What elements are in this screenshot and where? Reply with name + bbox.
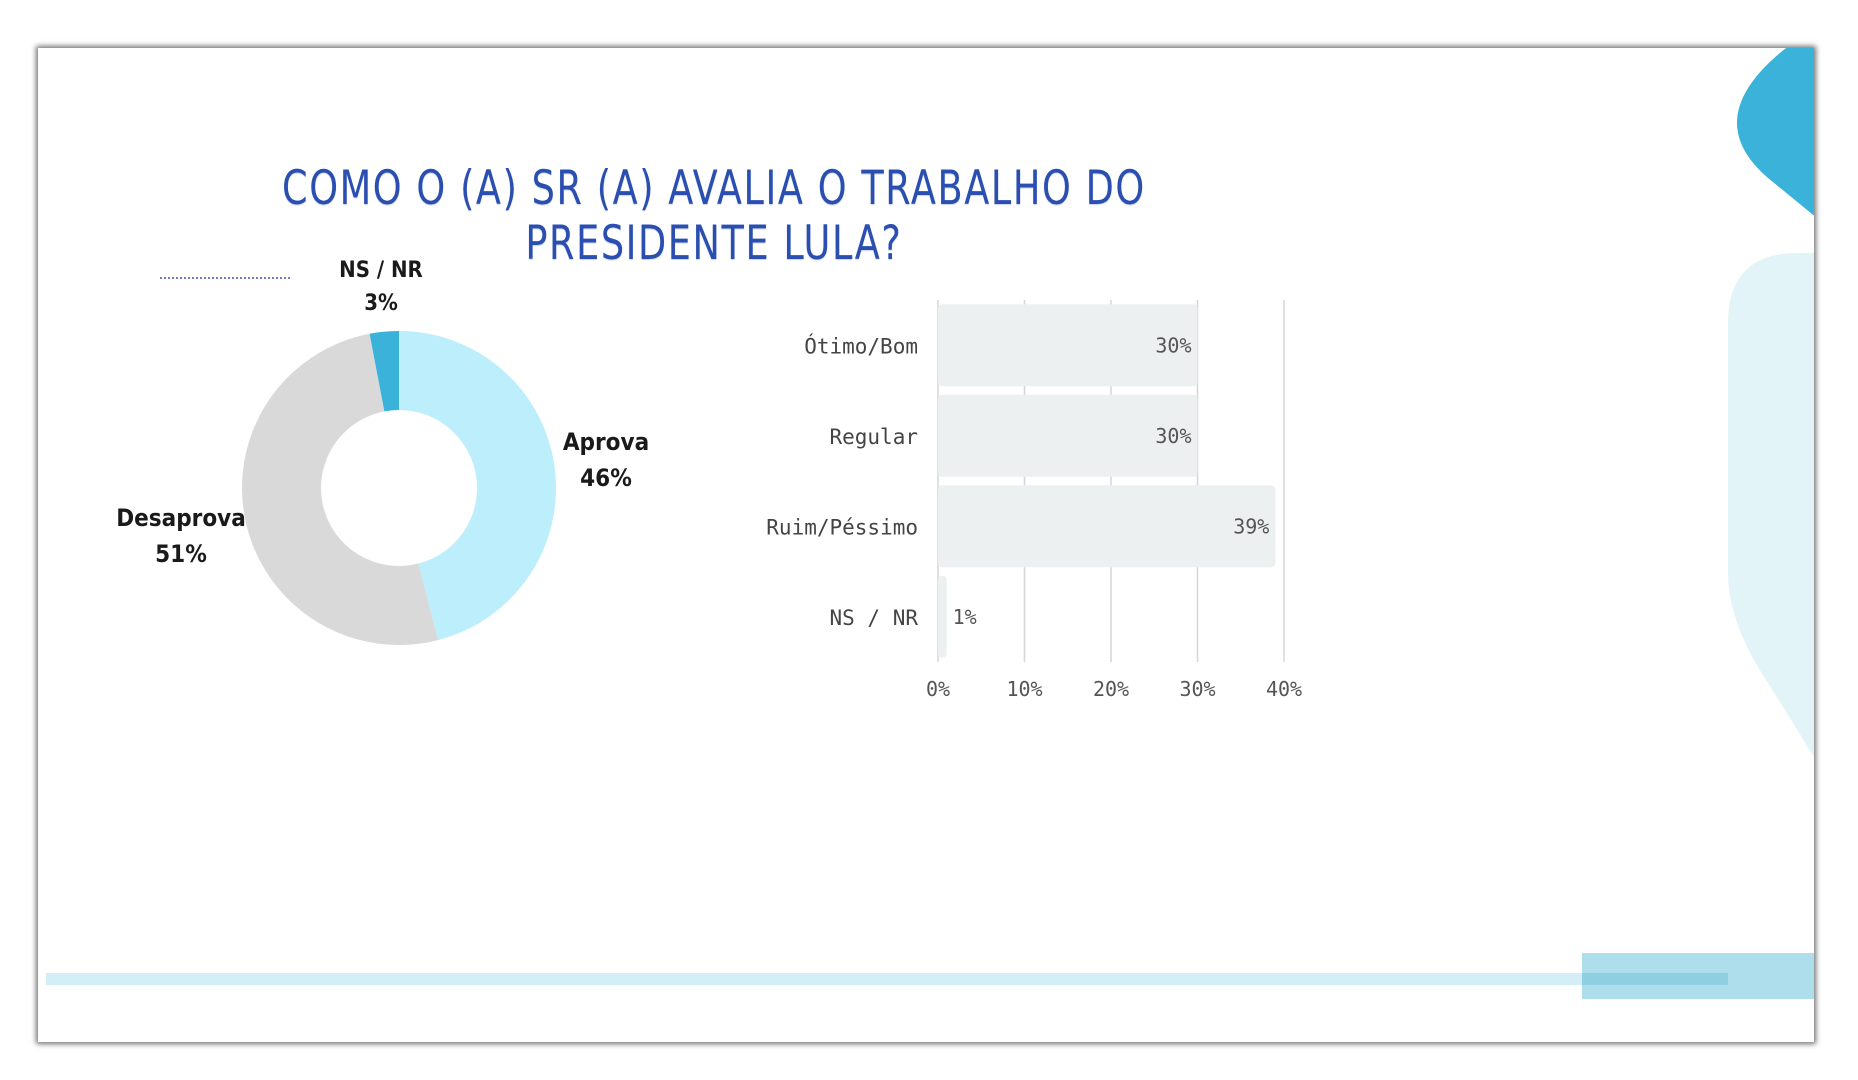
category-label: NS / NR [829, 606, 918, 630]
donut-label-aprova-name: Aprova [562, 428, 650, 456]
decorative-shape-dark [1737, 48, 1814, 216]
bottom-accent-line [46, 973, 1736, 985]
slide: COMO O (A) SR (A) AVALIA O TRABALHO DO P… [38, 48, 1814, 1042]
category-label: Ruim/Péssimo [766, 515, 918, 539]
donut-label-desaprova: Desaprova 51% [106, 500, 256, 572]
donut-slice-ns-nr [369, 331, 399, 412]
donut-label-ns-nr-value: 3% [364, 291, 398, 316]
bottom-accent-block-inner [1582, 973, 1728, 985]
bar-chart: 0% 10% 20% 30% 40% Ótimo/Bom 30% Regular 30% Ruim… [766, 300, 1302, 701]
bar [938, 485, 1276, 568]
donut-label-aprova: Aprova 46% [551, 424, 661, 496]
dotted-divider [160, 277, 290, 279]
donut-label-desaprova-value: 51% [155, 540, 207, 568]
donut-chart [241, 331, 557, 646]
donut-label-ns-nr: NS / NR 3% [326, 254, 436, 320]
value-label: 1% [953, 605, 977, 629]
donut-slice-desaprova [241, 333, 439, 646]
value-label: 39% [1233, 514, 1269, 538]
category-label: Regular [829, 425, 918, 449]
bar [938, 304, 1198, 387]
x-tick-label: 20% [1093, 677, 1129, 701]
donut-slice-aprova [399, 331, 557, 641]
value-label: 30% [1155, 333, 1191, 357]
value-label: 30% [1155, 424, 1191, 448]
decorative-shape-light [1728, 253, 1814, 758]
slide-title: COMO O (A) SR (A) AVALIA O TRABALHO DO P… [282, 161, 1146, 272]
donut-label-ns-nr-name: NS / NR [339, 258, 423, 283]
bar [938, 394, 1198, 477]
x-tick-label: 0% [926, 677, 950, 701]
bar [938, 575, 947, 658]
x-tick-label: 10% [1006, 677, 1042, 701]
category-label: Ótimo/Bom [804, 333, 918, 358]
donut-label-aprova-value: 46% [580, 464, 632, 492]
donut-label-desaprova-name: Desaprova [116, 504, 246, 532]
x-tick-label: 40% [1266, 677, 1302, 701]
x-tick-label: 30% [1179, 677, 1215, 701]
